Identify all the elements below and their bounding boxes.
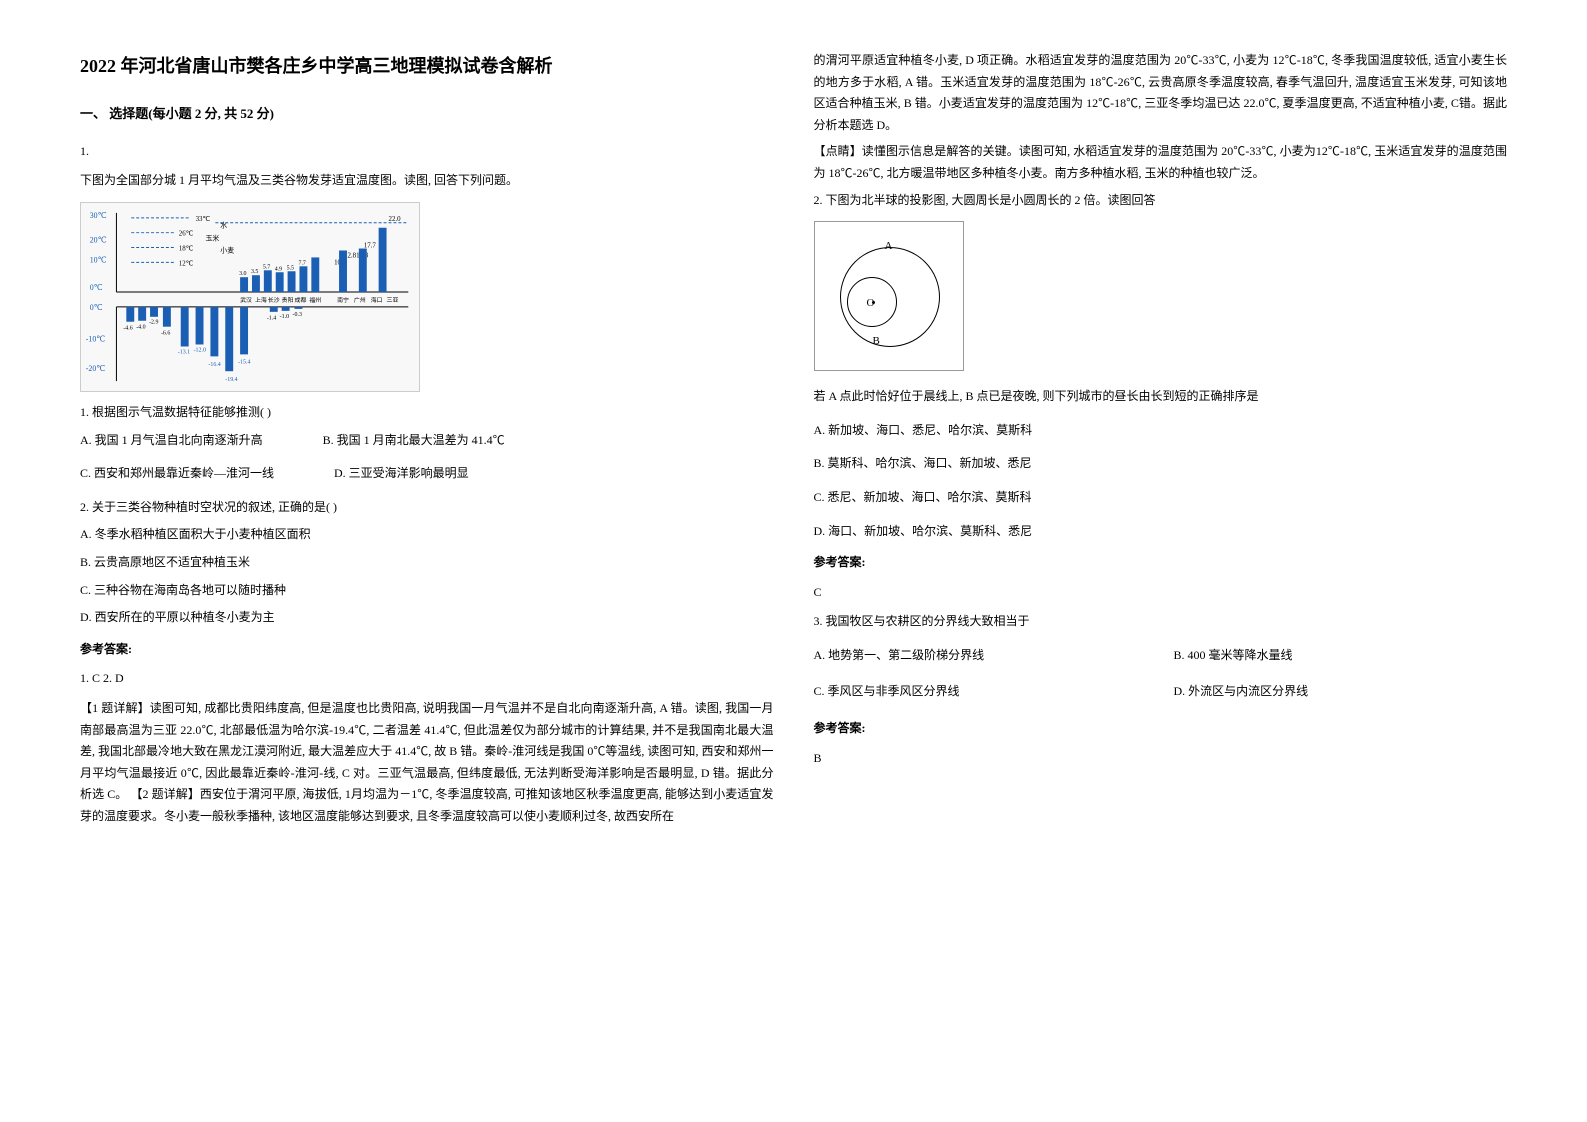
diagram-label-a: A: [885, 237, 893, 257]
svg-text:-6.6: -6.6: [161, 331, 170, 337]
q3-optA: A. 地势第一、第二级阶梯分界线: [814, 645, 1114, 667]
svg-text:33℃: 33℃: [196, 216, 211, 223]
diagram-label-o: O: [867, 294, 875, 314]
q1-answer: 1. C 2. D: [80, 668, 774, 690]
svg-text:30℃: 30℃: [90, 211, 107, 220]
svg-text:-10℃: -10℃: [86, 334, 106, 343]
q1-explanation1: 【1 题详解】读图可知, 成都比贵阳纬度高, 但是温度也比贵阳高, 说明我国一月…: [80, 698, 774, 828]
svg-text:长沙: 长沙: [268, 296, 280, 304]
q3-intro: 3. 我国牧区与农耕区的分界线大致相当于: [814, 611, 1508, 633]
diagram-label-b: B: [873, 332, 880, 352]
svg-text:南宁: 南宁: [337, 296, 349, 304]
svg-text:-12.0: -12.0: [194, 347, 206, 353]
svg-text:0℃: 0℃: [90, 303, 103, 312]
q3-answer-label: 参考答案:: [814, 718, 1508, 740]
q2-intro: 2. 下图为北半球的投影图, 大圆周长是小圆周长的 2 倍。读图回答: [814, 190, 1508, 212]
q1-sub2-optB: B. 云贵高原地区不适宜种植玉米: [80, 552, 774, 574]
svg-text:成都: 成都: [295, 296, 307, 304]
svg-text:-1.0: -1.0: [280, 314, 289, 320]
svg-text:武汉: 武汉: [240, 296, 252, 304]
svg-text:-0.3: -0.3: [293, 312, 302, 318]
svg-text:三亚: 三亚: [387, 297, 399, 304]
svg-text:小麦: 小麦: [220, 245, 234, 254]
svg-text:5.5: 5.5: [287, 265, 294, 271]
q2-optD: D. 海口、新加坡、哈尔滨、莫斯科、悉尼: [814, 521, 1508, 543]
section-title: 一、 选择题(每小题 2 分, 共 52 分): [80, 102, 774, 125]
q1-sub1-optC: C. 西安和郑州最靠近秦岭—淮河一线: [80, 463, 274, 485]
svg-text:玉米: 玉米: [205, 234, 219, 243]
q3-optD: D. 外流区与内流区分界线: [1174, 681, 1309, 703]
svg-text:10℃: 10℃: [90, 255, 107, 264]
svg-text:广州: 广州: [354, 296, 366, 304]
q1-intro: 下图为全国部分城 1 月平均气温及三类谷物发芽适宜温度图。读图, 回答下列问题。: [80, 170, 774, 192]
svg-text:26℃: 26℃: [179, 231, 194, 238]
svg-text:-1.4: -1.4: [267, 316, 276, 322]
q3-optB: B. 400 毫米等降水量线: [1174, 645, 1293, 667]
svg-text:-20℃: -20℃: [86, 364, 106, 373]
svg-text:海口: 海口: [371, 296, 383, 304]
q1-number: 1.: [80, 141, 774, 163]
q2-diagram: A O B: [814, 221, 964, 371]
q1-tip: 【点睛】读懂图示信息是解答的关键。读图可知, 水稻适宜发芽的温度范围为 20℃-…: [814, 141, 1508, 184]
q1-sub1-optA: A. 我国 1 月气温自北向南逐渐升高: [80, 430, 263, 452]
svg-text:贵阳: 贵阳: [282, 296, 294, 304]
q1-chart: 30℃ 20℃ 10℃ 0℃ 0℃ -10℃ -20℃ 33℃ 26℃ 18℃ …: [80, 202, 420, 392]
q2-answer: C: [814, 582, 1508, 604]
svg-text:4.9: 4.9: [275, 266, 282, 272]
q1-sub1-optB: B. 我国 1 月南北最大温差为 41.4℃: [323, 430, 505, 452]
page-title: 2022 年河北省唐山市樊各庄乡中学高三地理模拟试卷含解析: [80, 50, 774, 82]
svg-text:20℃: 20℃: [90, 236, 107, 245]
q1-explanation2: 的渭河平原适宜种植冬小麦, D 项正确。水稻适宜发芽的温度范围为 20℃-33℃…: [814, 50, 1508, 136]
q1-answer-label: 参考答案:: [80, 639, 774, 661]
svg-text:7.7: 7.7: [298, 260, 305, 266]
svg-text:-13.1: -13.1: [178, 349, 190, 355]
svg-text:-19.4: -19.4: [225, 377, 237, 383]
svg-text:-4.6: -4.6: [123, 326, 132, 332]
svg-text:17.7: 17.7: [364, 242, 377, 249]
q2-optB: B. 莫斯科、哈尔滨、海口、新加坡、悉尼: [814, 453, 1508, 475]
q2-optA: A. 新加坡、海口、悉尼、哈尔滨、莫斯科: [814, 420, 1508, 442]
q1-sub1: 1. 根据图示气温数据特征能够推测( ): [80, 402, 774, 424]
svg-text:-15.4: -15.4: [238, 359, 250, 365]
svg-text:12℃: 12℃: [179, 260, 194, 267]
svg-text:上海: 上海: [255, 296, 267, 304]
svg-text:福州: 福州: [309, 296, 321, 304]
svg-text:18℃: 18℃: [179, 245, 194, 252]
svg-text:3.0: 3.0: [239, 271, 246, 277]
svg-text:-2.9: -2.9: [149, 320, 158, 326]
q1-sub2-optD: D. 西安所在的平原以种植冬小麦为主: [80, 607, 774, 629]
q2-answer-label: 参考答案:: [814, 552, 1508, 574]
q2-optC: C. 悉尼、新加坡、海口、哈尔滨、莫斯科: [814, 487, 1508, 509]
q1-sub1-optD: D. 三亚受海洋影响最明显: [334, 463, 469, 485]
svg-text:-16.4: -16.4: [208, 362, 220, 368]
q3-optC: C. 季风区与非季风区分界线: [814, 681, 1114, 703]
svg-text:5.7: 5.7: [263, 264, 270, 270]
q1-sub2: 2. 关于三类谷物种植时空状况的叙述, 正确的是( ): [80, 497, 774, 519]
svg-text:3.5: 3.5: [251, 269, 258, 275]
q1-sub2-optA: A. 冬季水稻种植区面积大于小麦种植区面积: [80, 524, 774, 546]
q2-question: 若 A 点此时恰好位于晨线上, B 点已是夜晚, 则下列城市的昼长由长到短的正确…: [814, 386, 1508, 408]
q1-sub2-optC: C. 三种谷物在海南岛各地可以随时播种: [80, 580, 774, 602]
q3-answer: B: [814, 748, 1508, 770]
svg-text:0℃: 0℃: [90, 283, 103, 292]
svg-text:-4.0: -4.0: [136, 325, 145, 331]
svg-text:22.0: 22.0: [389, 216, 402, 223]
svg-text:水: 水: [220, 221, 227, 230]
